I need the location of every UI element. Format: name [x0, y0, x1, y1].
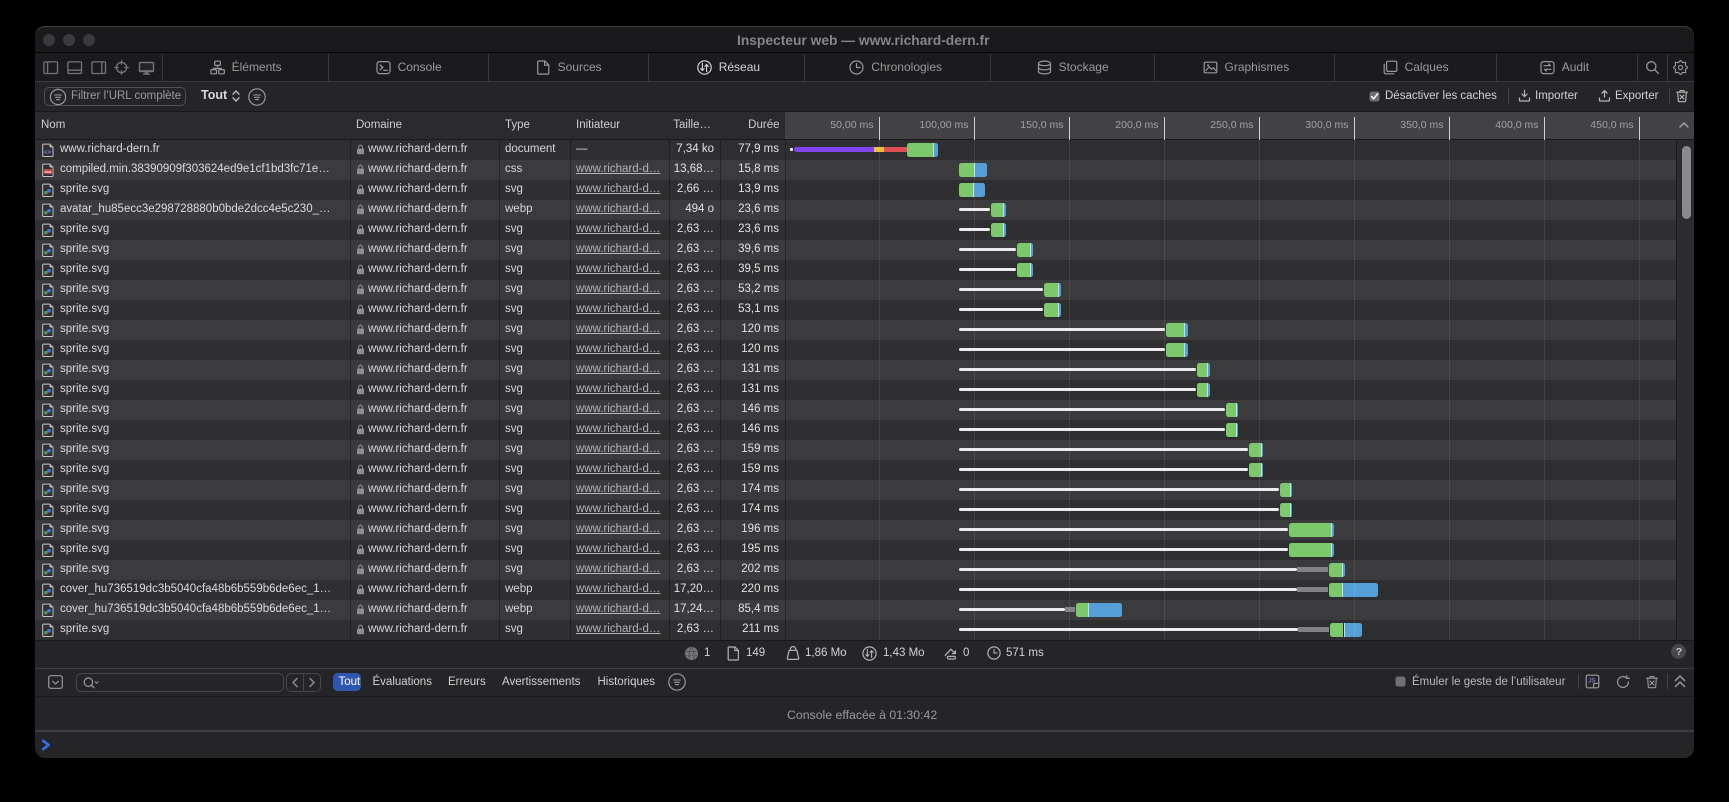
- svg-text:css: css: [45, 169, 52, 174]
- svg-text:JS: JS: [1588, 679, 1595, 685]
- svg-text:<>: <>: [44, 149, 52, 156]
